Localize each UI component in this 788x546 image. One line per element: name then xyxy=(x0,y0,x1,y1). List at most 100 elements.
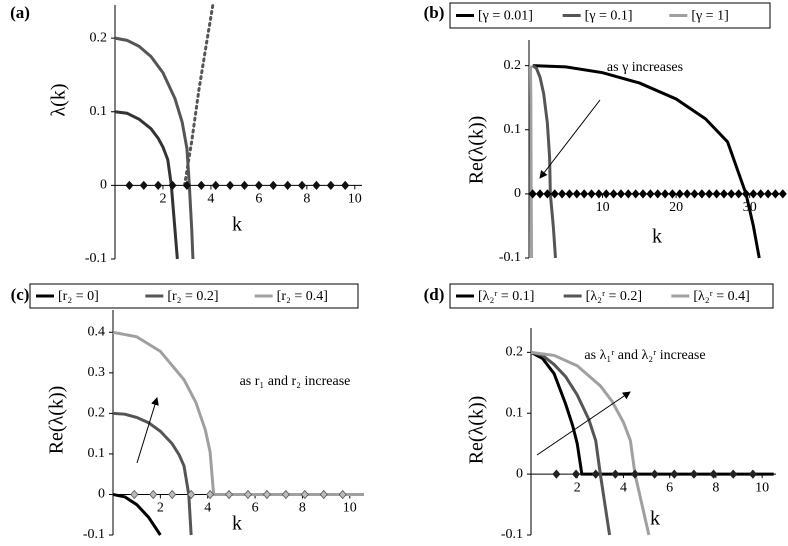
diamond-marker xyxy=(650,469,659,479)
diamond-marker xyxy=(125,180,134,190)
diamond-marker xyxy=(224,489,234,500)
series-line xyxy=(530,350,651,536)
diamond-marker xyxy=(602,189,611,199)
diamond-marker xyxy=(741,189,751,199)
diamond-marker xyxy=(690,189,699,199)
y-axis-label: λ(k) xyxy=(48,83,70,116)
x-tick-label: 4 xyxy=(207,192,214,207)
diamond-marker xyxy=(300,489,309,500)
diamond-marker xyxy=(705,189,714,199)
x-tick-label: 10 xyxy=(596,200,610,215)
x-tick-label: 8 xyxy=(303,192,310,207)
diamond-marker xyxy=(712,189,721,199)
legend-label: [λ₂ʳ = 0.1] xyxy=(478,289,534,304)
diamond-marker xyxy=(154,180,163,190)
diamond-marker xyxy=(269,180,278,190)
diamond-marker xyxy=(771,189,780,199)
y-tick-label: 0.1 xyxy=(88,446,106,461)
x-tick-label: 10 xyxy=(348,192,362,207)
diamond-marker xyxy=(646,189,655,199)
annotation: as r₁ and r₂ increase xyxy=(240,374,351,389)
panel-title: (c) xyxy=(11,285,30,304)
annotation-arrow xyxy=(539,99,601,179)
diamond-marker xyxy=(149,489,158,500)
legend-label: [r₂ = 0.2] xyxy=(167,289,218,304)
diamond-marker xyxy=(298,180,307,190)
diamond-marker xyxy=(197,180,206,190)
x-tick-label: 8 xyxy=(299,501,306,516)
x-axis-label: k xyxy=(650,508,660,530)
diamond-marker xyxy=(683,189,692,199)
y-tick-label: -0.1 xyxy=(85,251,107,266)
diamond-marker xyxy=(254,180,263,190)
legend-label: [λ₂ʳ = 0.2] xyxy=(586,289,642,304)
diamond-marker xyxy=(558,189,567,199)
diamond-marker xyxy=(670,469,679,479)
legend-label: [γ = 0.01] xyxy=(478,9,533,24)
diamond-marker xyxy=(240,180,249,190)
diamond-marker xyxy=(281,489,290,500)
y-tick-label: 0.2 xyxy=(88,406,106,421)
diamond-marker xyxy=(734,189,743,199)
annotation-arrow xyxy=(536,391,631,456)
diamond-marker xyxy=(326,180,335,190)
legend-label: [γ = 1] xyxy=(691,9,728,24)
x-tick-label: 4 xyxy=(620,480,627,495)
y-tick-label: 0 xyxy=(98,487,105,502)
diamond-marker xyxy=(749,189,758,199)
series-line xyxy=(528,65,534,259)
x-tick-label: 10 xyxy=(755,480,769,495)
diamond-marker xyxy=(675,189,684,199)
series-line xyxy=(183,3,215,187)
panel-title: (d) xyxy=(424,285,445,304)
y-tick-label: 0 xyxy=(514,186,521,201)
diamond-marker xyxy=(638,189,648,199)
diamond-marker xyxy=(536,189,545,199)
diamond-marker xyxy=(182,180,191,190)
diamond-marker xyxy=(616,189,625,199)
diamond-marker xyxy=(587,189,596,199)
diamond-marker xyxy=(543,189,552,199)
x-axis-label: k xyxy=(652,226,662,248)
legend-box xyxy=(449,283,774,309)
diamond-marker xyxy=(168,180,177,190)
y-tick-label: 0.2 xyxy=(90,30,108,45)
diamond-marker xyxy=(283,180,292,190)
diamond-marker xyxy=(689,469,698,479)
diamond-marker xyxy=(312,180,321,190)
annotation-arrow xyxy=(136,397,159,464)
panel-title: (a) xyxy=(10,3,30,22)
diamond-marker xyxy=(631,189,640,199)
diamond-marker xyxy=(611,469,620,479)
x-axis-label: k xyxy=(232,513,242,535)
legend-label: [γ = 0.1] xyxy=(585,9,633,24)
annotation: as γ increases xyxy=(607,60,683,75)
y-tick-label: 0.1 xyxy=(506,405,524,420)
series-line xyxy=(114,110,179,260)
diamond-marker xyxy=(661,189,670,199)
y-axis-label: Re(λ(k)) xyxy=(466,396,488,465)
y-axis-label: Re(λ(k)) xyxy=(466,116,488,185)
x-tick-label: 6 xyxy=(666,480,673,495)
diamond-marker xyxy=(756,189,765,199)
diamond-marker xyxy=(552,469,561,479)
diamond-marker xyxy=(565,189,574,199)
series-line xyxy=(531,64,557,259)
diamond-marker xyxy=(668,189,677,199)
x-tick-label: 2 xyxy=(574,480,581,495)
x-tick-label: 8 xyxy=(712,480,719,495)
y-tick-label: 0 xyxy=(100,178,107,193)
diamond-marker xyxy=(319,489,328,500)
legend-box xyxy=(449,2,771,29)
legend-box xyxy=(29,283,359,309)
diamond-marker xyxy=(764,189,773,199)
diamond-marker xyxy=(624,189,633,199)
diamond-marker xyxy=(243,489,253,500)
diamond-marker xyxy=(630,469,640,479)
y-tick-label: -0.1 xyxy=(501,527,523,542)
x-tick-label: 20 xyxy=(669,200,683,215)
annotation: as λ₁ʳ and λ₂ʳ increase xyxy=(584,348,705,363)
y-tick-label: 0 xyxy=(516,466,523,481)
x-tick-label: 4 xyxy=(204,501,211,516)
